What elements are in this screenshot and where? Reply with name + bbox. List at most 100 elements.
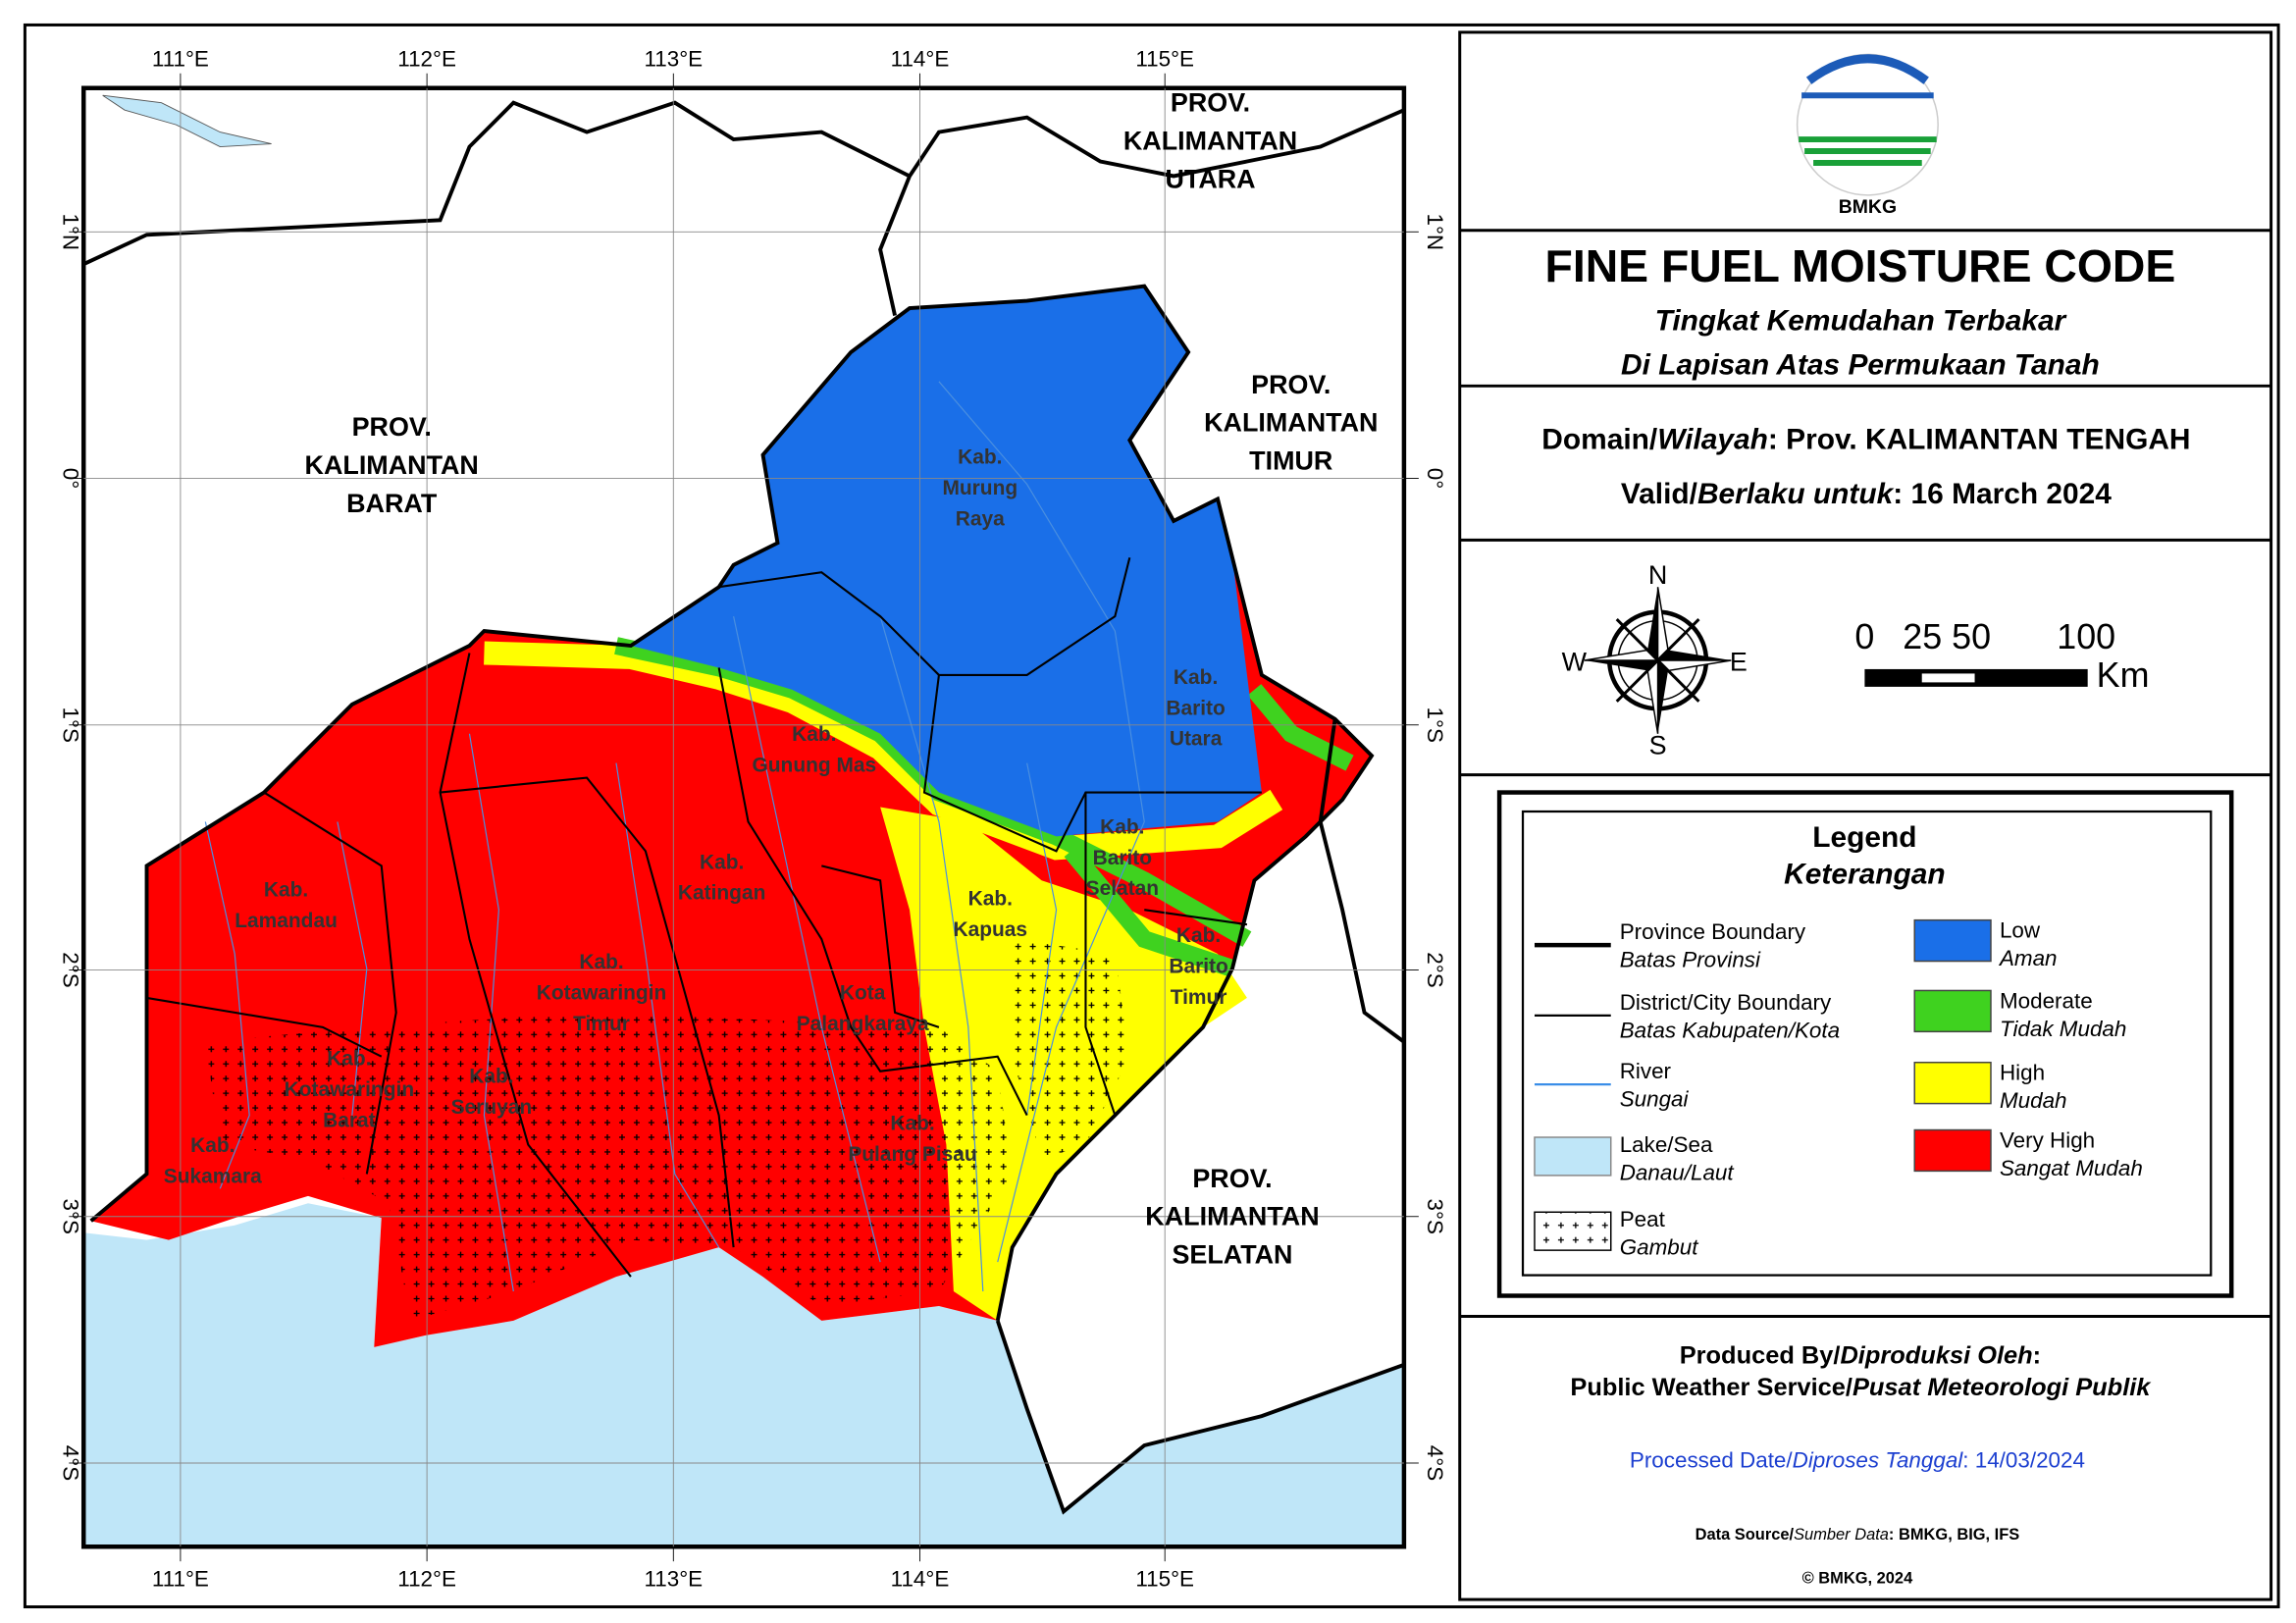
- legend-label-local: Sungai: [1620, 1087, 1690, 1112]
- data-source: Data Source/Sumber Data: BMKG, BIG, IFS: [1696, 1526, 2020, 1544]
- processed-label-local: Diproses Tanggal: [1793, 1447, 1964, 1472]
- lon-label: 115°E: [1135, 1567, 1194, 1592]
- province-boundary: [89, 284, 1375, 1322]
- lon-label: 115°E: [1135, 46, 1194, 71]
- domain-label-local: Wilayah: [1657, 424, 1768, 456]
- lat-label: 4°S: [58, 1445, 82, 1481]
- district-boundaries: [146, 557, 1262, 1278]
- legend-swatch: [1913, 989, 1992, 1033]
- lon-label: 113°E: [644, 46, 703, 71]
- produced-label: Produced By/: [1680, 1341, 1841, 1369]
- regency-label: Barito: [1093, 847, 1152, 869]
- valid-label-local: Berlaku untuk: [1697, 478, 1895, 510]
- regency-label: Pulang Pisau: [848, 1143, 976, 1166]
- lon-label: 114°E: [891, 1567, 950, 1592]
- scale-unit: Km: [2097, 655, 2150, 695]
- lat-label: 0°: [58, 468, 82, 489]
- province-label: KALIMANTAN: [305, 450, 479, 480]
- domain-label: Domain/: [1541, 424, 1658, 456]
- legend-label-local: Batas Kabupaten/Kota: [1620, 1018, 1840, 1042]
- regency-label: Murung: [942, 477, 1018, 499]
- province-label: PROV.: [1192, 1164, 1272, 1193]
- legend-label-local: Aman: [1998, 946, 2058, 970]
- province-label: TIMUR: [1249, 446, 1332, 476]
- regency-label: Sukamara: [164, 1165, 262, 1187]
- legend-label-local: Mudah: [2000, 1088, 2067, 1113]
- lat-label: 1°S: [58, 707, 82, 743]
- legend-label-local: Tidak Mudah: [2000, 1017, 2126, 1041]
- legend-label-local: Sangat Mudah: [2000, 1156, 2143, 1180]
- domain-value: : Prov. KALIMANTAN TENGAH: [1768, 424, 2191, 456]
- regency-label: Kab.: [1176, 924, 1221, 947]
- scale-tick: 100: [2057, 617, 2115, 656]
- lat-label: 4°S: [1423, 1445, 1447, 1481]
- regency-label: Kab.: [700, 851, 744, 873]
- side-panel: [1458, 30, 2273, 1601]
- lon-label: 112°E: [397, 1567, 456, 1592]
- regency-label: Raya: [956, 507, 1005, 530]
- high-band: [484, 641, 1283, 861]
- regency-label: Kab.: [968, 888, 1013, 911]
- panel-dividers: [1459, 229, 2271, 1318]
- coordinate-labels: 111°E 111°E 112°E 112°E 113°E 113°E 114°E 114°E…: [58, 46, 1447, 1591]
- regency-label: Kab.: [190, 1134, 235, 1157]
- legend-frame: [1496, 790, 2234, 1298]
- scale-tick: 0: [1854, 617, 1874, 656]
- province-label: KALIMANTAN: [1123, 127, 1297, 156]
- legend-label: District/City Boundary: [1620, 990, 1832, 1015]
- processed-value: : 14/03/2024: [1962, 1447, 2085, 1472]
- province-label: UTARA: [1165, 164, 1255, 193]
- legend-label: High: [2000, 1061, 2045, 1085]
- regency-label: Kotawaringin: [537, 981, 667, 1004]
- province-label: KALIMANTAN: [1204, 408, 1378, 438]
- low-area: [630, 286, 1262, 837]
- regency-label: Kab.: [890, 1113, 934, 1135]
- producer: Public Weather Service/Pusat Meteorologi…: [1570, 1374, 2152, 1401]
- lat-label: 3°S: [1423, 1199, 1447, 1234]
- legend-label-local: Batas Provinsi: [1620, 948, 1761, 972]
- legend-label: Very High: [2000, 1127, 2095, 1152]
- regency-label: Gunung Mas: [753, 755, 877, 777]
- map-frame: [80, 85, 1407, 1549]
- domain: Domain/Wilayah: Prov. KALIMANTAN TENGAH: [1541, 424, 2190, 456]
- regency-label: Kab.: [792, 723, 836, 746]
- lon-label: 111°E: [152, 46, 209, 71]
- graticule: [69, 73, 1419, 1562]
- valid-value: : 16 March 2024: [1893, 478, 2112, 510]
- regency-label: Kab.: [1174, 666, 1218, 689]
- legend-inner: [1521, 810, 2213, 1277]
- legend-swatch: [1913, 1128, 1992, 1173]
- province-label: SELATAN: [1172, 1240, 1292, 1270]
- province-label: PROV.: [1251, 370, 1331, 399]
- regency-label: Lamandau: [235, 910, 338, 932]
- regency-label: Kapuas: [953, 918, 1027, 941]
- lat-label: 3°S: [58, 1199, 82, 1234]
- regency-label: Barito: [1166, 697, 1225, 719]
- produced-label-local: Diproduksi Oleh: [1840, 1341, 2032, 1369]
- lat-label: 1°N: [1423, 213, 1447, 250]
- regency-label: Katingan: [678, 882, 766, 905]
- legend-label-local: Danau/Laut: [1620, 1160, 1735, 1184]
- subtitle: Di Lapisan Atas Permukaan Tanah: [1621, 348, 2100, 381]
- produced-by: Produced By/Diproduksi Oleh:: [1680, 1341, 2041, 1369]
- regency-label: Palangkaraya: [797, 1013, 929, 1035]
- processed-date: Processed Date/Diproses Tanggal: 14/03/2…: [1630, 1447, 2085, 1472]
- regency-label: Kab.: [1100, 815, 1144, 838]
- produced-value: :: [2033, 1341, 2041, 1369]
- compass-s: S: [1649, 731, 1667, 760]
- scale-bar: 0 25 50 100 Km: [1854, 617, 2149, 695]
- lat-label: 1°N: [58, 213, 82, 250]
- regency-label: Kab.: [958, 446, 1002, 469]
- province-label: PROV.: [1171, 88, 1250, 118]
- lake: [102, 94, 272, 148]
- source-label: Data Source/: [1696, 1526, 1795, 1544]
- lon-label: 112°E: [397, 46, 456, 71]
- regency-label: Seruyan: [451, 1096, 533, 1119]
- compass-n: N: [1648, 560, 1667, 590]
- legend-label: Moderate: [2000, 988, 2093, 1013]
- province-label: KALIMANTAN: [1145, 1202, 1319, 1231]
- legend-label: River: [1620, 1059, 1672, 1083]
- logo-text: BMKG: [1839, 196, 1897, 218]
- compass-w: W: [1562, 647, 1588, 676]
